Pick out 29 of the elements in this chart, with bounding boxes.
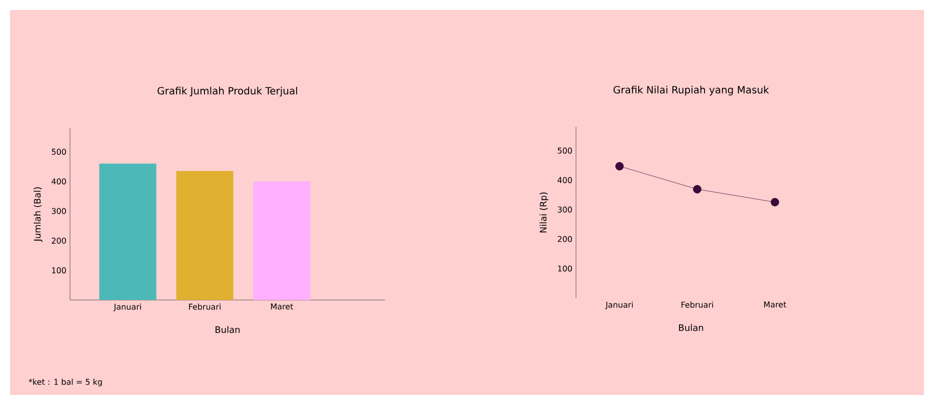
bar xyxy=(176,170,234,300)
bar xyxy=(253,181,310,300)
bar xyxy=(99,164,156,300)
x-axis-title: Bulan xyxy=(679,324,704,332)
x-tick-label: Februari xyxy=(682,302,713,308)
y-tick-label: 100 xyxy=(52,267,66,274)
y-tick-label: 500 xyxy=(52,148,66,155)
chart-title: Grafik Nilai Rupiah yang Masuk xyxy=(614,86,770,96)
y-tick-label: 200 xyxy=(52,238,66,244)
x-tick-label: Maret xyxy=(764,302,786,308)
x-tick-label: Januari xyxy=(113,304,141,312)
x-tick-label: Januari xyxy=(605,302,633,310)
y-tick-label: 400 xyxy=(558,177,572,184)
x-tick-label: Maret xyxy=(271,304,294,310)
x-tick-label: Februari xyxy=(189,304,221,310)
y-tick-label: 100 xyxy=(558,265,572,272)
point xyxy=(693,185,702,194)
point xyxy=(770,198,780,206)
chart-title: Grafik Jumlah Produk Terjual xyxy=(158,86,298,96)
y-tick-label: 300 xyxy=(558,206,572,213)
y-tick-label: 200 xyxy=(558,236,572,242)
x-axis-title: Bulan xyxy=(216,326,240,334)
y-tick-label: 400 xyxy=(52,178,66,184)
point xyxy=(615,162,624,170)
y-axis-title: Jumlah (Bal) xyxy=(34,187,42,242)
y-tick-label: 500 xyxy=(558,148,572,154)
y-axis-title: Nilai (Rp) xyxy=(540,192,548,232)
text: *ket : 1 bal = 5 kg xyxy=(28,378,102,386)
y-tick-label: 300 xyxy=(52,208,66,214)
